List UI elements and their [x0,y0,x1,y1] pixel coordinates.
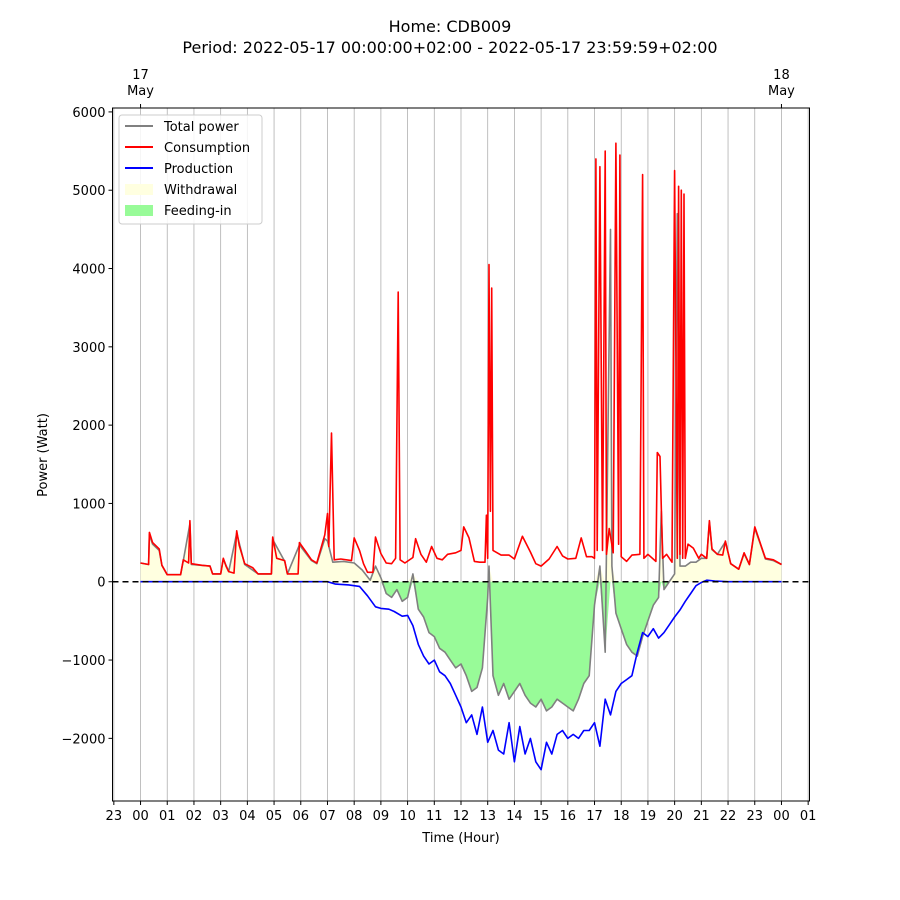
top-tick-day: 18 [773,68,790,83]
legend-swatch [125,205,153,216]
x-tick-label: 18 [613,809,630,824]
x-axis-label: Time (Hour) [421,831,499,846]
series-line-production [140,579,782,771]
legend-label: Feeding-in [164,204,232,219]
y-tick-label: −1000 [62,654,106,669]
x-tick-label: 00 [132,809,149,824]
x-tick-label: 16 [560,809,577,824]
x-tick-label: 21 [693,809,710,824]
legend-swatch [125,184,153,195]
legend-label: Total power [163,120,239,135]
x-tick-label: 03 [212,809,229,824]
x-tick-label: 12 [453,809,470,824]
legend-label: Production [164,162,233,177]
x-tick-label: 11 [426,809,443,824]
x-axis-ticks: 23 00 01 02 03 04 05 06 07 08 09 10 11 12 13 14 15 16 17 18… [106,801,817,824]
x-tick-label: 01 [800,809,817,824]
x-tick-label: 00 [773,809,790,824]
x-tick-label: 10 [399,809,416,824]
legend-label: Withdrawal [164,183,237,198]
y-tick-label: 4000 [72,263,105,278]
area-fills [140,213,782,711]
x-tick-label: 05 [266,809,283,824]
chart-title: Home: CDB009 [389,17,512,36]
x-tick-label: 20 [666,809,683,824]
y-tick-label: 3000 [72,341,105,356]
y-tick-label: 2000 [72,419,105,434]
x-tick-label: 19 [640,809,657,824]
x-tick-label: 09 [373,809,390,824]
y-tick-label: −2000 [62,732,106,747]
y-tick-label: 0 [97,576,105,591]
legend-box [118,114,263,225]
y-axis-label: Power (Watt) [36,413,51,497]
x-tick-label: 14 [506,809,523,824]
top-tick-day: 17 [132,68,149,83]
x-tick-label: 02 [186,809,203,824]
x-tick-label: 06 [292,809,309,824]
feeding-in-area [140,581,782,711]
x-tick-label: 22 [720,809,737,824]
x-tick-label: 04 [239,809,256,824]
y-tick-label: 1000 [72,497,105,512]
x-tick-label: 17 [586,809,603,824]
top-tick-month: May [768,84,795,99]
legend: Total power Consumption Production Withdraw… [118,114,263,225]
x-tick-label: 01 [159,809,176,824]
x-tick-label: 07 [319,809,336,824]
series-line-consumption [140,142,782,576]
x-tick-label: 23 [106,809,123,824]
x-tick-label: 08 [346,809,363,824]
x-tick-label: 13 [479,809,496,824]
legend-label: Consumption [164,141,250,156]
y-axis-ticks: −2000 −1000 0 1000 2000 3000 4000 5000 6000 [62,106,113,747]
x-tick-label: 15 [533,809,550,824]
series-lines [140,142,782,771]
y-tick-label: 5000 [72,184,105,199]
chart-subtitle: Period: 2022-05-17 00:00:00+02:00 - 2022… [182,38,717,57]
y-tick-label: 6000 [72,106,105,121]
top-tick-month: May [127,84,154,99]
x-tick-label: 23 [746,809,763,824]
